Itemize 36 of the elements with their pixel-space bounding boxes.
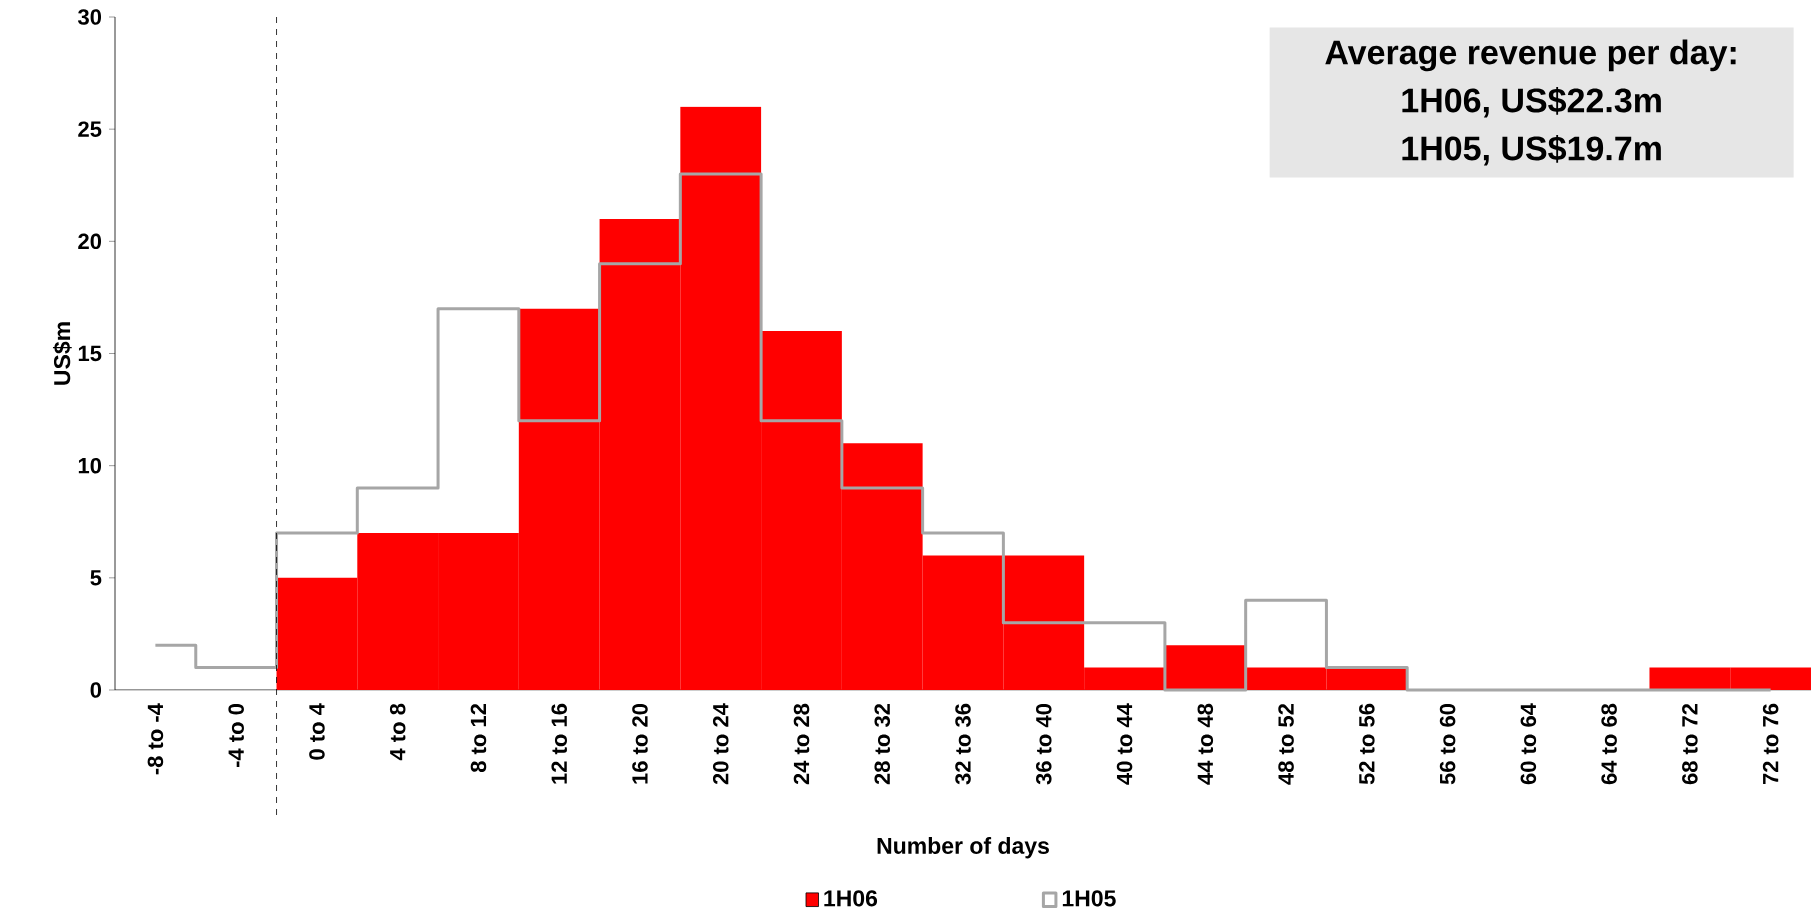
x-tick-label: 20 to 24	[712, 703, 729, 785]
x-tick-label: 68 to 72	[1682, 703, 1698, 785]
x-tick-label: 56 to 60	[1439, 703, 1456, 785]
x-tick-label: 16 to 20	[632, 703, 648, 784]
x-tick-label: 48 to 52	[1278, 703, 1294, 785]
annotation: 1H05, US$19.7m	[1402, 134, 1661, 166]
x-tick-label: 12 to 16	[551, 703, 567, 784]
y-tick-label: 25	[78, 121, 102, 137]
x-tick-label: 28 to 32	[874, 703, 891, 785]
x-tick-label: 4 to 8	[389, 703, 406, 761]
x-tick-label: 40 to 44	[1116, 703, 1133, 785]
x-tick-label: 60 to 64	[1520, 703, 1537, 785]
y-tick-label: 15	[78, 345, 102, 362]
x-axis-title: Number of days	[877, 837, 1049, 859]
x-tick-label: -8 to -4	[147, 703, 164, 775]
legend-label: 1H05	[1062, 890, 1116, 907]
x-tick-label: 0 to 4	[309, 703, 325, 760]
y-tick-label: 0	[90, 682, 102, 698]
x-tick-label: -4 to 0	[228, 703, 244, 767]
annotation: Average revenue per day:	[1325, 39, 1736, 72]
y-tick-label: 20	[78, 233, 102, 250]
x-tick-label: 52 to 56	[1359, 703, 1375, 785]
x-tick-label: 72 to 76	[1762, 703, 1779, 785]
y-axis-title: US$m	[52, 322, 72, 385]
y-tick-label: 30	[77, 9, 102, 25]
y-tick-label: 10	[78, 457, 102, 474]
legend-label: 1H06	[824, 890, 878, 907]
annotation: 1H06, US$22.3m	[1402, 86, 1661, 118]
x-tick-label: 8 to 12	[470, 703, 487, 773]
bar	[1164, 645, 1246, 690]
x-tick-label: 44 to 48	[1197, 703, 1214, 785]
x-tick-label: 24 to 28	[793, 703, 810, 785]
x-tick-label: 32 to 36	[955, 703, 971, 785]
y-tick-label: 5	[90, 570, 102, 586]
x-tick-label: 36 to 40	[1035, 703, 1052, 785]
x-tick-label: 64 to 68	[1601, 703, 1617, 785]
